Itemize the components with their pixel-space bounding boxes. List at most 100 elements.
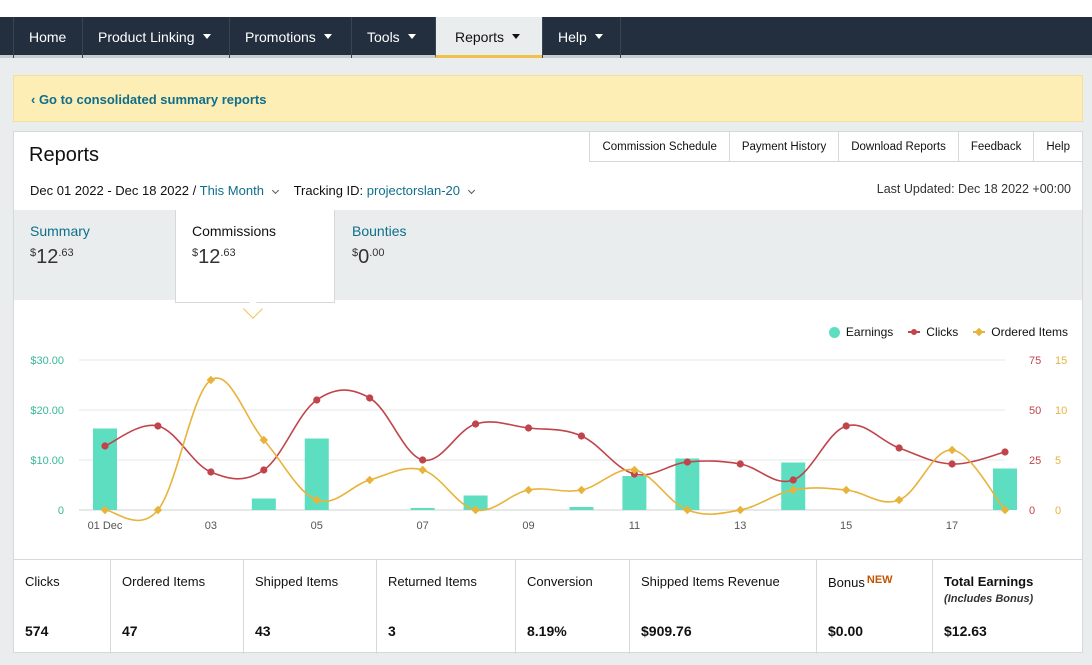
amount-whole: 12 xyxy=(36,246,59,268)
clicks-point xyxy=(260,466,268,474)
ordered-items-line xyxy=(104,377,1006,522)
page-title: Reports xyxy=(29,144,100,166)
ordered-items-point xyxy=(365,475,374,485)
clicks-point xyxy=(419,456,427,464)
tracking-id-dropdown[interactable]: projectorslan-20 xyxy=(366,183,460,198)
legend-clicks-label: Clicks xyxy=(926,325,959,339)
earnings-chart: Earnings Clicks Ordered Items $30.00 $20.… xyxy=(14,320,1082,560)
ordered-items-point xyxy=(841,485,851,495)
earnings-bar xyxy=(675,458,700,510)
commission-schedule-button[interactable]: Commission Schedule xyxy=(589,131,730,162)
chart-legend: Earnings Clicks Ordered Items xyxy=(814,325,1068,339)
legend-ordered-items[interactable]: Ordered Items xyxy=(973,325,1068,339)
nav-promotions[interactable]: Promotions xyxy=(229,17,351,58)
chevron-down-icon[interactable] xyxy=(467,186,476,195)
help-button[interactable]: Help xyxy=(1034,131,1083,162)
feedback-button[interactable]: Feedback xyxy=(958,131,1035,162)
nav-help-label: Help xyxy=(558,29,587,45)
stat-shipped-revenue-value: $909.76 xyxy=(641,623,692,639)
x-axis-tick: 17 xyxy=(946,520,958,532)
y-axis-ordered-tick: 5 xyxy=(1055,455,1061,467)
caret-down-icon xyxy=(594,34,603,39)
nav-tools[interactable]: Tools xyxy=(351,17,435,58)
x-axis-tick: 09 xyxy=(522,520,534,532)
stats-row: Clicks 574 Ordered Items 47 Shipped Item… xyxy=(14,559,1082,654)
clicks-point xyxy=(895,444,903,452)
earnings-bar xyxy=(569,507,594,510)
nav-home-label: Home xyxy=(29,29,67,45)
stat-shipped-items-label: Shipped Items xyxy=(255,574,339,589)
nav-product-linking-label: Product Linking xyxy=(98,29,195,45)
stat-shipped-items: Shipped Items 43 xyxy=(244,560,377,654)
ordered-items-point xyxy=(577,485,586,495)
chevron-down-icon[interactable] xyxy=(271,186,279,195)
earnings-bar xyxy=(251,498,276,510)
nav-help[interactable]: Help xyxy=(542,17,621,58)
ordered-items-swatch-icon xyxy=(973,327,986,337)
legend-earnings[interactable]: Earnings xyxy=(828,325,893,339)
stat-total-earnings-label: Total Earnings xyxy=(944,574,1034,589)
amount-cents: .63 xyxy=(58,247,74,259)
currency-symbol: $ xyxy=(192,247,199,259)
ordered-items-point xyxy=(736,505,745,515)
amount-cents: .00 xyxy=(369,247,385,259)
x-axis-tick: 07 xyxy=(417,520,429,532)
x-axis-tick: 03 xyxy=(205,520,217,532)
commissions-amount: $12.63 xyxy=(192,246,334,269)
stat-clicks-label: Clicks xyxy=(25,574,60,589)
download-reports-button[interactable]: Download Reports xyxy=(839,131,959,162)
stat-total-earnings-sub: (Includes Bonus) xyxy=(944,593,1034,605)
ordered-items-point xyxy=(471,505,480,515)
y-axis-left-tick: 0 xyxy=(58,505,64,517)
tab-bounties-label: Bounties xyxy=(352,223,407,239)
tab-commissions[interactable]: Commissions $12.63 xyxy=(175,210,335,303)
clicks-point xyxy=(683,458,691,466)
reports-panel: Reports Commission Schedule Payment Hist… xyxy=(13,131,1083,654)
nav-reports-label: Reports xyxy=(455,29,505,45)
tab-summary-label: Summary xyxy=(30,223,90,239)
clicks-point xyxy=(207,468,215,476)
amount-cents: .63 xyxy=(220,247,236,259)
payment-history-button[interactable]: Payment History xyxy=(729,131,840,162)
summary-band: Summary $12.63 Commissions $12.63 Bounti… xyxy=(14,210,1082,303)
earnings-bar xyxy=(622,476,647,510)
ordered-items-point xyxy=(947,445,957,455)
filter-line: Dec 01 2022 - Dec 18 2022 / This Month T… xyxy=(30,183,480,198)
amount-whole: 0 xyxy=(358,246,370,268)
x-axis-tick: 13 xyxy=(734,520,746,532)
stat-bonus-label-wrap: Bonus NEW xyxy=(828,574,932,590)
nav-home[interactable]: Home xyxy=(13,17,82,58)
stat-ordered-items: Ordered Items 47 xyxy=(111,560,244,654)
tab-commissions-label: Commissions xyxy=(192,223,277,239)
ordered-items-point xyxy=(788,485,798,495)
nav-reports[interactable]: Reports xyxy=(435,17,542,58)
date-range-text: Dec 01 2022 - Dec 18 2022 / xyxy=(30,183,197,198)
y-axis-clicks-tick: 75 xyxy=(1029,355,1041,367)
stat-conversion-label: Conversion xyxy=(527,574,593,589)
legend-clicks[interactable]: Clicks xyxy=(908,325,958,339)
tab-bounties[interactable]: Bounties $0.00 xyxy=(336,210,498,300)
date-preset-dropdown[interactable]: This Month xyxy=(199,183,264,198)
stat-ordered-items-label: Ordered Items xyxy=(122,574,206,589)
x-axis-tick: 05 xyxy=(311,520,323,532)
clicks-point xyxy=(313,396,321,404)
stat-total-earnings: Total Earnings (Includes Bonus) $12.63 xyxy=(933,560,1082,654)
ordered-items-point xyxy=(312,495,322,505)
stat-shipped-items-value: 43 xyxy=(255,623,271,639)
stat-conversion-value: 8.19% xyxy=(527,623,567,639)
earnings-bar xyxy=(463,495,488,510)
consolidated-summary-link[interactable]: ‹ Go to consolidated summary reports xyxy=(31,92,267,107)
tab-summary[interactable]: Summary $12.63 xyxy=(14,210,176,300)
caret-down-icon xyxy=(407,34,416,39)
currency-symbol: $ xyxy=(30,247,37,259)
y-axis-left-tick: $10.00 xyxy=(30,455,64,467)
nav-product-linking[interactable]: Product Linking xyxy=(82,17,229,58)
clicks-point xyxy=(471,420,480,428)
ordered-items-point xyxy=(418,465,427,475)
stat-returned-items: Returned Items 3 xyxy=(377,560,516,654)
last-updated-text: Last Updated: Dec 18 2022 +00:00 xyxy=(876,182,1071,196)
nav-tools-label: Tools xyxy=(367,29,400,45)
stat-returned-items-label: Returned Items xyxy=(388,574,477,589)
top-strip xyxy=(0,0,1092,17)
